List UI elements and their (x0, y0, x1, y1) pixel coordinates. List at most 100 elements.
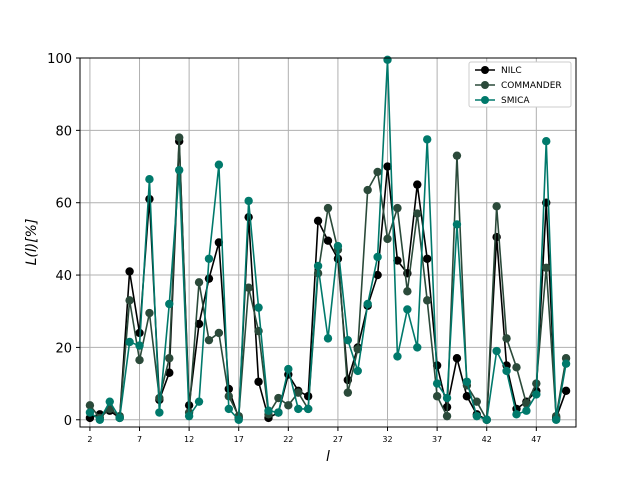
data-point-commander (85, 401, 95, 410)
x-tick-label: 22 (283, 435, 293, 444)
data-point-commander (502, 334, 511, 343)
data-point-smica (323, 334, 333, 343)
data-point-smica (343, 335, 353, 345)
data-point-commander (165, 354, 174, 363)
data-point-commander (175, 133, 184, 142)
data-point-commander (423, 296, 432, 305)
data-point-nilc (254, 377, 263, 386)
data-point-nilc (561, 386, 571, 396)
y-tick-label: 80 (55, 124, 72, 139)
data-point-nilc (462, 392, 472, 401)
data-point-commander (135, 355, 144, 365)
legend-label-smica: SMICA (501, 96, 530, 106)
data-point-commander (413, 209, 422, 218)
data-point-smica (175, 165, 184, 175)
y-tick-label: 60 (55, 197, 72, 212)
legend-entry-smica: SMICA (475, 96, 530, 106)
data-point-commander (522, 399, 531, 408)
y-tick-label: 20 (55, 341, 72, 356)
data-point-smica (284, 364, 293, 374)
data-point-smica (214, 160, 224, 169)
data-point-smica (234, 415, 243, 424)
data-point-smica (423, 135, 432, 144)
data-point-smica (561, 359, 571, 368)
data-point-commander (373, 167, 382, 177)
x-tick-label: 37 (432, 435, 442, 444)
data-point-commander (343, 388, 353, 397)
data-point-smica (145, 174, 154, 184)
data-point-smica (155, 408, 164, 417)
data-point-smica (85, 408, 95, 417)
data-point-smica (95, 415, 105, 424)
x-tick-label: 42 (482, 435, 492, 444)
data-point-nilc (323, 236, 333, 245)
x-tick-label: 17 (234, 435, 244, 444)
series-smica (85, 55, 571, 424)
data-point-nilc (303, 392, 313, 401)
data-point-commander (542, 263, 551, 273)
data-point-smica (403, 305, 412, 314)
y-axis-label: L(l)[%] (24, 219, 40, 266)
data-point-smica (264, 406, 273, 415)
data-point-smica (105, 397, 114, 406)
data-point-commander (125, 296, 134, 305)
x-tick-label: 47 (531, 435, 541, 444)
data-point-commander (492, 202, 501, 211)
x-tick-label: 32 (382, 435, 392, 444)
data-point-commander (363, 185, 372, 195)
y-tick-label: 40 (55, 269, 72, 284)
data-point-commander (284, 401, 293, 410)
data-point-smica (522, 406, 531, 415)
data-point-commander (145, 308, 154, 318)
data-point-commander (214, 328, 224, 338)
legend-box (468, 61, 572, 108)
y-tick-label: 100 (47, 52, 72, 67)
data-point-smica (462, 377, 472, 386)
x-axis-label: l (326, 449, 330, 465)
data-point-commander (244, 283, 253, 292)
legend-marker-nilc (481, 66, 489, 74)
legend-entry-commander: COMMANDER (475, 81, 562, 91)
data-point-smica (303, 404, 313, 414)
data-point-smica (244, 196, 253, 206)
data-point-nilc (125, 267, 134, 276)
data-point-smica (393, 352, 402, 361)
legend-label-commander: COMMANDER (501, 81, 562, 91)
x-tick-label: 2 (87, 435, 92, 444)
data-point-smica (432, 379, 442, 388)
data-point-commander (383, 234, 392, 244)
data-point-smica (274, 408, 283, 417)
data-point-nilc (423, 254, 432, 263)
series-layer (85, 55, 571, 424)
data-point-smica (115, 413, 124, 423)
y-tick-label: 0 (64, 414, 72, 429)
data-point-nilc (313, 216, 323, 225)
data-point-commander (323, 203, 333, 213)
data-point-nilc (373, 270, 382, 280)
data-point-nilc (383, 162, 392, 171)
data-point-nilc (165, 368, 174, 377)
data-point-smica (125, 337, 134, 347)
data-point-smica (482, 415, 491, 424)
legend-entry-nilc: NILC (475, 66, 522, 76)
x-tick-label: 27 (333, 435, 343, 444)
data-point-smica (502, 366, 511, 376)
legend-marker-smica (481, 96, 489, 104)
data-point-smica (184, 411, 194, 421)
data-point-smica (383, 55, 392, 65)
data-point-smica (353, 366, 362, 376)
data-point-smica (492, 346, 501, 356)
data-point-smica (452, 220, 462, 229)
data-point-nilc (393, 256, 402, 265)
data-point-smica (413, 343, 422, 352)
data-point-smica (194, 397, 204, 406)
data-point-nilc (452, 354, 462, 363)
plot-frame (79, 57, 577, 428)
data-point-smica (254, 303, 263, 312)
data-point-commander (204, 335, 214, 345)
data-point-commander (452, 151, 462, 160)
data-point-smica (135, 341, 144, 350)
data-point-commander (472, 397, 481, 406)
data-point-commander (194, 278, 204, 287)
